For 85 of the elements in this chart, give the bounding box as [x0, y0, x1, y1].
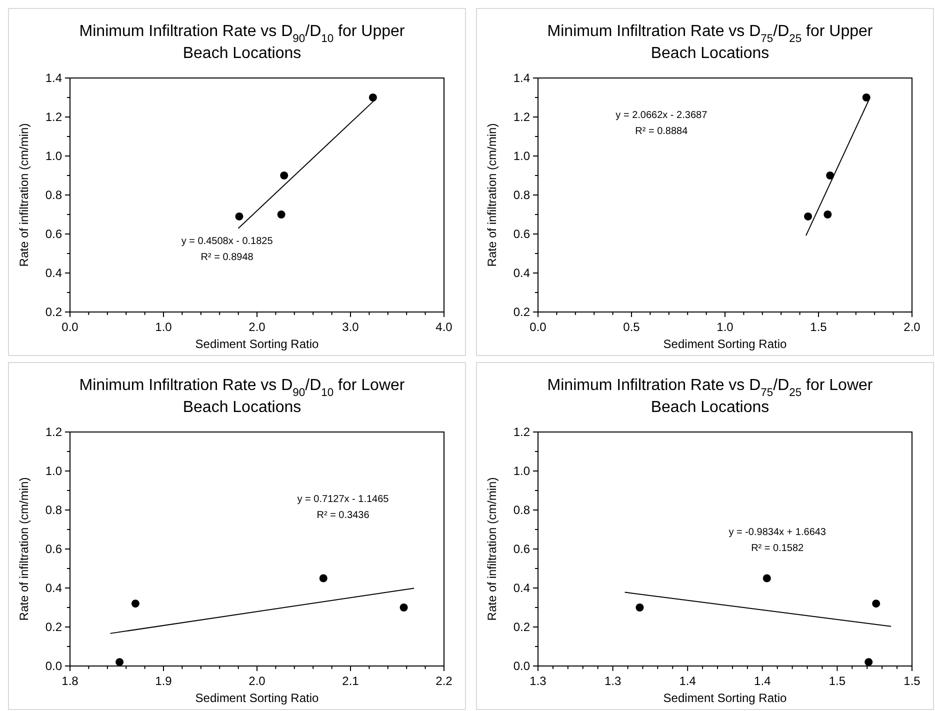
x-tick-label: 1.3 [530, 674, 547, 688]
y-axis-title: Rate of infiltration (cm/min) [485, 477, 499, 621]
y-tick-label: 0.6 [45, 542, 62, 556]
y-tick-label: 1.2 [513, 110, 530, 124]
x-tick-label: 0.0 [62, 320, 79, 334]
y-tick-label: 0.2 [513, 305, 530, 320]
y-tick-label: 0.4 [513, 581, 530, 596]
point [116, 658, 124, 666]
y-tick-label: 0.8 [45, 503, 62, 518]
x-tick-label: 1.5 [828, 674, 846, 688]
y-tick-label: 0.4 [45, 266, 62, 280]
y-tick-label: 0.8 [513, 188, 530, 202]
point [636, 604, 644, 612]
annotation: y = 0.7127x - 1.1465 [297, 494, 390, 506]
x-axis-title: Sediment Sorting Ratio [663, 691, 788, 705]
point [235, 212, 244, 220]
x-tick-label: 2.0 [904, 320, 921, 334]
y-tick-label: 0.6 [45, 227, 62, 242]
y-axis-title: Rate of infiltration (cm/min) [485, 123, 499, 267]
y-tick-label: 1.0 [45, 464, 62, 478]
x-tick-label: 1.3 [604, 674, 622, 688]
x-tick-label: 3.0 [342, 320, 360, 334]
y-tick-label: 0.2 [513, 620, 530, 634]
point [762, 574, 771, 582]
point [824, 210, 832, 218]
x-axis-title: Sediment Sorting Ratio [195, 691, 320, 705]
y-tick-label: 0.6 [513, 227, 530, 242]
x-tick-label: 2.0 [248, 674, 266, 688]
y-tick-label: 0.4 [513, 266, 530, 280]
x-tick-label: 4.0 [436, 320, 453, 334]
y-tick-label: 1.0 [513, 464, 530, 478]
point [319, 574, 328, 582]
y-tick-label: 1.2 [45, 425, 62, 440]
y-tick-label: 0.6 [513, 542, 530, 556]
y-tick-label: 0.8 [513, 503, 530, 518]
x-tick-label: 0.0 [530, 320, 547, 334]
y-tick-label: 0.0 [513, 659, 530, 674]
annotation: y = 2.0662x - 2.3687 [616, 110, 708, 121]
point [872, 600, 880, 608]
x-tick-label: 1.8 [62, 674, 79, 688]
x-tick-label: 2.1 [342, 674, 360, 688]
annotation: y = -0.9834x + 1.6643 [728, 526, 826, 538]
x-tick-label: 1.5 [904, 674, 921, 688]
point [864, 658, 873, 666]
x-tick-label: 1.5 [810, 320, 828, 334]
x-tick-label: 1.4 [754, 674, 772, 688]
x-tick-label: 1.0 [155, 320, 172, 334]
annotation: R² = 0.3436 [316, 510, 370, 522]
x-axis-title: Sediment Sorting Ratio [663, 337, 788, 351]
x-tick-label: 1.9 [155, 674, 172, 688]
x-tick-label: 0.5 [623, 320, 640, 334]
y-tick-label: 0.0 [45, 659, 62, 674]
point [804, 212, 812, 220]
chart-title: Minimum Infiltration Rate vs D$_{90}$/D$_{10}$ for Upper Beach Locations [79, 23, 405, 62]
y-tick-label: 0.2 [45, 620, 62, 634]
point [862, 94, 870, 102]
point [368, 94, 377, 102]
chart-title: Minimum Infiltration Rate vs D$_{75}$/D$_{25}$ for Lower Beach Locations [547, 377, 873, 416]
x-tick-label: 1.0 [716, 320, 734, 334]
chart-title: Minimum Infiltration Rate vs D$_{75}$/D$_{25}$ for Upper Beach Locations [547, 23, 873, 62]
point [400, 604, 408, 612]
x-tick-label: 2.0 [248, 320, 266, 334]
annotation: R² = 0.8884 [635, 126, 688, 137]
y-tick-label: 1.4 [45, 71, 62, 86]
annotation: R² = 0.8948 [200, 252, 254, 264]
x-axis-title: Sediment Sorting Ratio [195, 337, 320, 351]
y-tick-label: 1.2 [45, 110, 62, 124]
y-tick-label: 1.0 [45, 149, 62, 164]
chart-title: Minimum Infiltration Rate vs D$_{90}$/D$_{10}$ for Lower Beach Locations [79, 377, 405, 416]
point [131, 600, 140, 608]
y-tick-label: 1.0 [513, 149, 530, 164]
y-tick-label: 0.4 [45, 581, 62, 596]
x-tick-label: 1.4 [679, 674, 696, 688]
point [277, 210, 286, 218]
annotation: y = 0.4508x - 0.1825 [181, 236, 274, 248]
y-axis-title: Rate of infiltration (cm/min) [17, 477, 31, 621]
y-tick-label: 1.4 [513, 71, 530, 86]
x-tick-label: 2.2 [436, 674, 453, 688]
point [280, 172, 288, 180]
y-tick-label: 0.2 [45, 305, 62, 320]
point [826, 172, 834, 180]
y-axis-title: Rate of infiltration (cm/min) [17, 123, 31, 267]
y-tick-label: 1.2 [513, 425, 530, 440]
y-tick-label: 0.8 [45, 188, 62, 202]
annotation: R² = 0.1582 [751, 542, 804, 554]
